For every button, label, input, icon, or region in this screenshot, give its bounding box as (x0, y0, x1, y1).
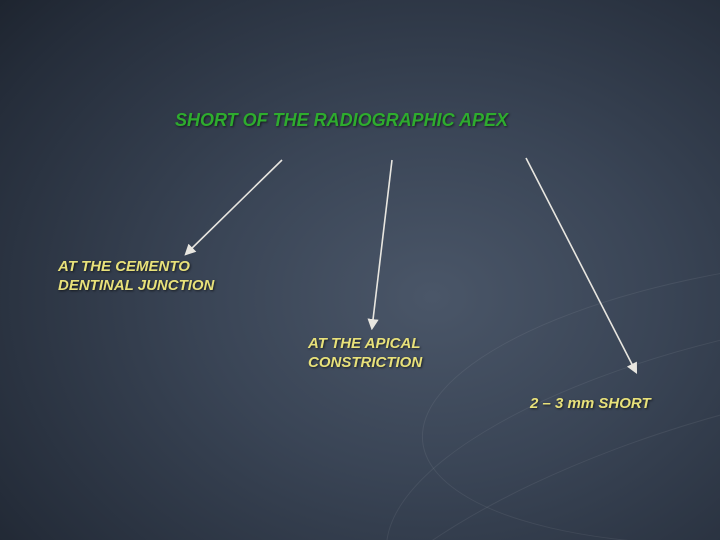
bg-swoosh (408, 219, 720, 540)
label-apical-constriction: AT THE APICAL CONSTRICTION (308, 335, 422, 373)
label-2-3mm-short: 2 – 3 mm SHORT (530, 395, 651, 414)
bg-swoosh (359, 244, 720, 540)
bg-swoosh (269, 285, 720, 540)
slide-title: SHORT OF THE RADIOGRAPHIC APEX (175, 110, 508, 131)
arrow-line (186, 160, 282, 254)
arrow-line (526, 158, 636, 372)
arrow-line (372, 160, 392, 328)
label-cemento-dentinal: AT THE CEMENTO DENTINAL JUNCTION (58, 258, 214, 296)
